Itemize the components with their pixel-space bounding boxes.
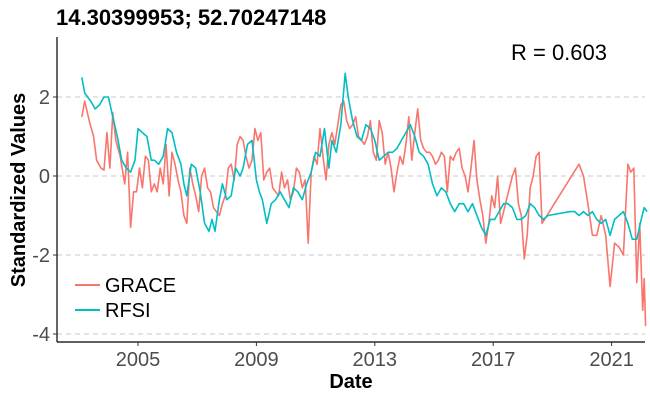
legend-item-grace: GRACE [75,275,176,297]
y-tick-label-1: 0 [39,166,50,188]
y-tick-label-0: 2 [39,87,50,109]
y-tick-label-3: -4 [32,324,50,346]
x-tick-label-3: 2017 [471,349,516,371]
x-tick-label-2: 2013 [353,349,398,371]
legend-label-rfsi: RFSI [105,300,151,322]
series-line-grace [81,100,647,327]
legend-item-rfsi: RFSI [75,300,151,322]
y-tick-label-2: -2 [32,245,50,267]
x-tick-label-1: 2009 [234,349,279,371]
correlation-annotation: R = 0.603 [511,40,607,65]
series-lines [81,72,648,327]
y-axis-title: Standardized Values [8,93,30,288]
x-tick-label-4: 2021 [589,349,634,371]
x-tick-label-0: 2005 [116,349,161,371]
x-ticks: 2005 2009 2013 2017 2021 [116,342,634,371]
y-ticks: 2 0 -2 -4 [32,87,57,346]
legend-label-grace: GRACE [105,275,176,297]
grid-lines [57,96,645,335]
chart-title: 14.30399953; 52.70247148 [56,5,326,30]
series-line-rfsi [81,72,648,240]
x-axis-title: Date [329,371,372,393]
legend: GRACE RFSI [75,275,176,322]
